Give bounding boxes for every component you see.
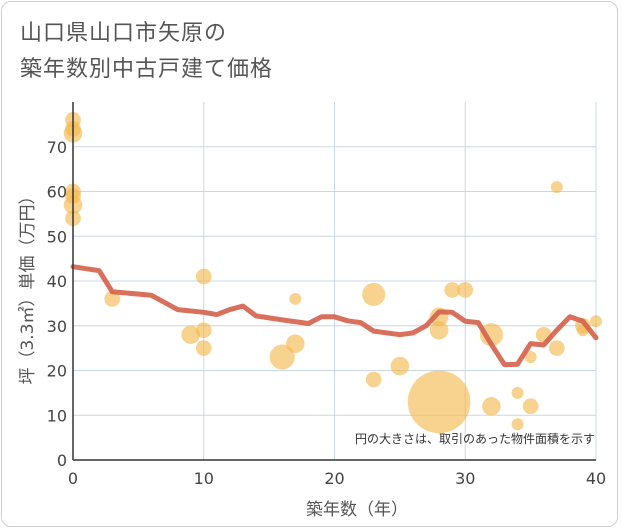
bubble	[444, 282, 461, 298]
chart-title-line-2: 築年数別中古戸建て価格	[20, 57, 274, 82]
bubble	[548, 340, 565, 356]
chart-title-line-1: 山口県山口市矢原の	[20, 21, 228, 46]
bubble	[181, 325, 200, 344]
bubble	[195, 322, 212, 339]
bubble	[285, 334, 305, 353]
bubble	[524, 351, 537, 364]
bubble	[429, 320, 449, 340]
trend-line	[70, 264, 599, 368]
x-tick-label: 30	[455, 469, 475, 488]
trend-polyline	[70, 264, 599, 368]
y-tick-label: 30	[47, 317, 67, 336]
y-tick-label: 50	[47, 227, 67, 246]
bubble	[362, 282, 386, 306]
y-tick-label: 0	[57, 451, 67, 470]
y-tick-label: 20	[47, 362, 67, 381]
bubble	[479, 323, 503, 347]
tick-labels: 0 10 20 30 40 0 10 20 30 40 50 60 70	[47, 138, 607, 488]
y-tick-label: 70	[47, 138, 67, 157]
bubble	[289, 292, 302, 305]
y-tick-label: 40	[47, 272, 67, 291]
bubble	[590, 315, 602, 328]
bubble	[511, 386, 524, 399]
bubble	[104, 291, 121, 307]
bubble	[407, 370, 471, 434]
x-axis-title: 築年数（年）	[306, 500, 408, 520]
bubbles	[63, 112, 602, 434]
x-tick-label: 40	[586, 469, 606, 488]
bubble	[195, 340, 212, 356]
grid	[73, 102, 597, 460]
bubble	[511, 418, 524, 431]
bubble	[365, 371, 382, 388]
bubble	[269, 344, 295, 370]
bubble	[195, 268, 212, 285]
y-axis-title: 坪（3.3㎡）単価（万円）	[18, 187, 38, 384]
bubble	[482, 397, 501, 416]
y-tick-label: 10	[47, 406, 67, 425]
x-tick-label: 10	[194, 469, 214, 488]
axes	[72, 102, 596, 461]
bubble	[457, 282, 474, 298]
bubble	[390, 356, 410, 376]
bubble	[550, 181, 563, 194]
x-tick-label: 20	[324, 469, 344, 488]
size-note: 円の大きさは、取引のあった物件面積を示す	[355, 431, 595, 446]
y-tick-label: 60	[47, 183, 67, 202]
chart-title: 山口県山口市矢原の 築年数別中古戸建て価格	[20, 16, 273, 88]
x-tick-label: 0	[68, 469, 78, 488]
bubble	[522, 398, 539, 415]
